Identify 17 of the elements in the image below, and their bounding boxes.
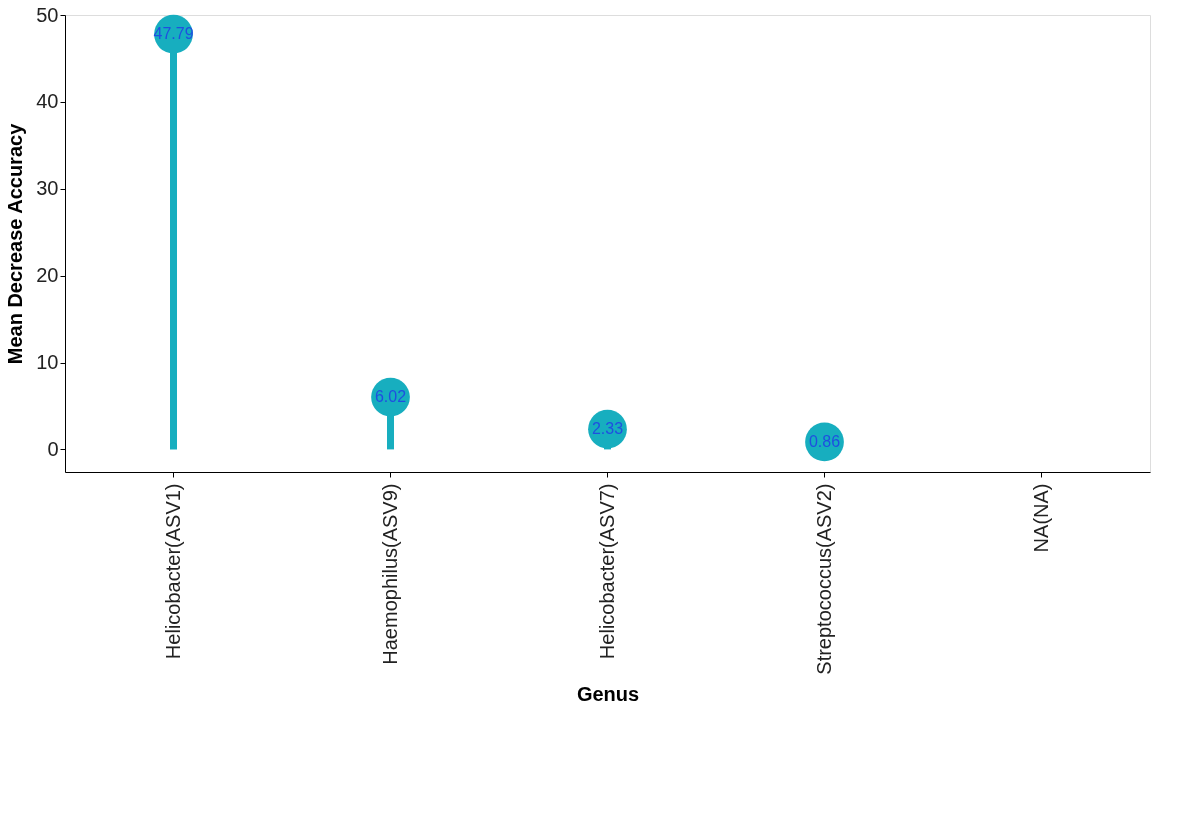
y-tick-label: 20 bbox=[36, 264, 59, 287]
y-tick-label: 10 bbox=[36, 351, 59, 374]
x-tick-label: Streptococcus(ASV2) bbox=[812, 483, 835, 675]
x-tick-label: NA(NA) bbox=[1029, 483, 1052, 553]
y-axis-title: Mean Decrease Accuracy bbox=[4, 122, 27, 365]
x-tick-label: Helicobacter(ASV1) bbox=[161, 483, 184, 660]
data-label: 6.02 bbox=[374, 388, 407, 406]
data-label: 0.86 bbox=[808, 432, 841, 450]
data-label: 2.33 bbox=[591, 420, 624, 438]
y-tick-label: 50 bbox=[36, 3, 59, 26]
y-tick-label: 40 bbox=[36, 90, 59, 113]
data-label: 47.79 bbox=[153, 25, 194, 43]
y-tick-label: 0 bbox=[47, 437, 59, 460]
x-tick-label: Helicobacter(ASV7) bbox=[595, 483, 618, 660]
x-axis-title: Genus bbox=[576, 682, 640, 705]
y-tick-label: 30 bbox=[36, 177, 59, 200]
x-tick-label: Haemophilus(ASV9) bbox=[378, 483, 401, 665]
